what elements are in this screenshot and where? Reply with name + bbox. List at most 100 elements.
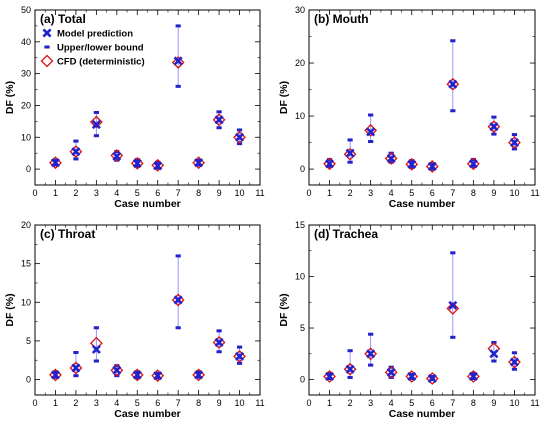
model-point xyxy=(427,161,437,171)
lower-bound-mark xyxy=(409,166,415,169)
model-point xyxy=(325,371,335,381)
lower-bound-mark xyxy=(470,377,476,381)
x-tick-label: 11 xyxy=(255,398,264,408)
upper-bound-mark xyxy=(511,133,518,137)
model-point xyxy=(132,370,142,380)
x-tick-label: 6 xyxy=(430,188,435,198)
model-x-stroke xyxy=(386,153,396,164)
x-tick-label: 11 xyxy=(530,398,539,408)
model-point xyxy=(214,337,224,347)
y-axis-title: DF (%) xyxy=(278,81,290,114)
x-tick-label: 5 xyxy=(135,398,140,408)
model-x-stroke xyxy=(235,351,245,361)
legend: Model prediction Upper/lower bound CFD (de… xyxy=(40,28,145,68)
lower-bound-mark xyxy=(196,163,202,167)
model-point xyxy=(153,161,163,171)
model-point xyxy=(448,79,458,89)
x-tick-label: 2 xyxy=(73,188,78,198)
y-tick-label: 5 xyxy=(300,323,305,333)
model-point xyxy=(194,158,204,168)
upper-bound-mark xyxy=(73,139,79,143)
x-tick-label: 10 xyxy=(235,188,245,198)
upper-bound-mark xyxy=(155,371,161,375)
upper-bound-mark xyxy=(326,371,333,375)
x-tick-label: 2 xyxy=(73,398,78,408)
x-tick-label: 8 xyxy=(196,398,201,408)
upper-bound-mark xyxy=(368,113,374,117)
model-x-stroke xyxy=(325,159,335,169)
y-tick-label: 10 xyxy=(295,111,305,121)
x-tick-label: 5 xyxy=(409,398,414,408)
upper-bound-mark xyxy=(93,326,99,330)
upper-bound-mark xyxy=(93,110,99,114)
lower-bound-mark xyxy=(368,363,374,367)
x-tick-label: 9 xyxy=(491,398,496,408)
upper-bound-mark xyxy=(196,370,202,374)
lower-bound-mark xyxy=(93,134,99,138)
model-x-stroke xyxy=(345,148,355,158)
x-tick-label: 6 xyxy=(430,398,435,408)
y-tick-label: 0 xyxy=(26,375,31,385)
model-x-stroke xyxy=(366,349,376,359)
model-point xyxy=(71,363,81,373)
legend-model-marker xyxy=(42,28,52,38)
lower-bound-mark xyxy=(175,326,181,330)
plot-frame xyxy=(34,224,261,396)
model-point xyxy=(509,357,519,367)
model-x-stroke xyxy=(91,120,101,130)
y-tick-label: 10 xyxy=(21,297,31,307)
x-tick-label: 3 xyxy=(94,398,99,408)
x-tick-label: 4 xyxy=(389,188,394,198)
lower-bound-mark xyxy=(491,359,497,363)
upper-bound-mark xyxy=(52,370,59,374)
y-tick-label: 30 xyxy=(21,69,31,79)
cfd-point xyxy=(343,147,357,161)
upper-bound-mark xyxy=(236,128,243,132)
x-axis-title: Case number xyxy=(389,198,456,210)
model-point xyxy=(194,370,204,380)
x-tick-label: 4 xyxy=(114,398,119,408)
lower-bound-mark xyxy=(73,157,79,161)
x-tick-label: 0 xyxy=(306,188,311,198)
model-point xyxy=(112,151,122,161)
model-point xyxy=(91,120,101,130)
y-tick-label: 50 xyxy=(21,5,31,15)
y-tick-label: 0 xyxy=(26,164,31,174)
model-x-stroke xyxy=(345,364,355,374)
x-axis-title: Case number xyxy=(389,408,456,420)
y-tick-label: 20 xyxy=(295,58,305,68)
upper-bound-mark xyxy=(216,110,222,114)
x-tick-label: 1 xyxy=(327,398,332,408)
model-point xyxy=(50,158,60,168)
model-x-stroke xyxy=(42,28,52,38)
model-point xyxy=(235,351,245,361)
upper-bound-mark xyxy=(450,39,456,43)
model-x-stroke xyxy=(214,115,224,125)
model-point xyxy=(468,371,478,381)
model-point xyxy=(173,56,183,66)
model-x-stroke xyxy=(153,371,163,381)
model-x-stroke xyxy=(71,363,81,373)
upper-bound-mark xyxy=(409,159,415,163)
cfd-point xyxy=(446,302,460,315)
upper-bound-mark xyxy=(73,351,79,354)
x-tick-label: 10 xyxy=(509,188,519,198)
plot-frame xyxy=(308,9,536,186)
x-tick-label: 9 xyxy=(217,398,222,408)
legend-bound-marker xyxy=(44,45,50,49)
x-tick-label: 1 xyxy=(53,188,58,198)
x-tick-label: 9 xyxy=(491,188,496,198)
y-tick-label: 30 xyxy=(295,5,305,15)
upper-bound-mark xyxy=(450,251,456,255)
x-tick-label: 2 xyxy=(348,188,353,198)
y-tick-label: 20 xyxy=(21,100,31,110)
model-x-stroke xyxy=(366,127,376,137)
model-point xyxy=(173,295,183,305)
legend-bound-label: Upper/lower bound xyxy=(57,43,144,54)
lower-bound-mark xyxy=(93,359,99,363)
model-x-stroke xyxy=(489,349,499,359)
x-axis-title: Case number xyxy=(114,408,181,420)
model-x-stroke xyxy=(132,158,142,168)
upper-bound-mark xyxy=(347,349,353,353)
model-point xyxy=(153,371,163,381)
